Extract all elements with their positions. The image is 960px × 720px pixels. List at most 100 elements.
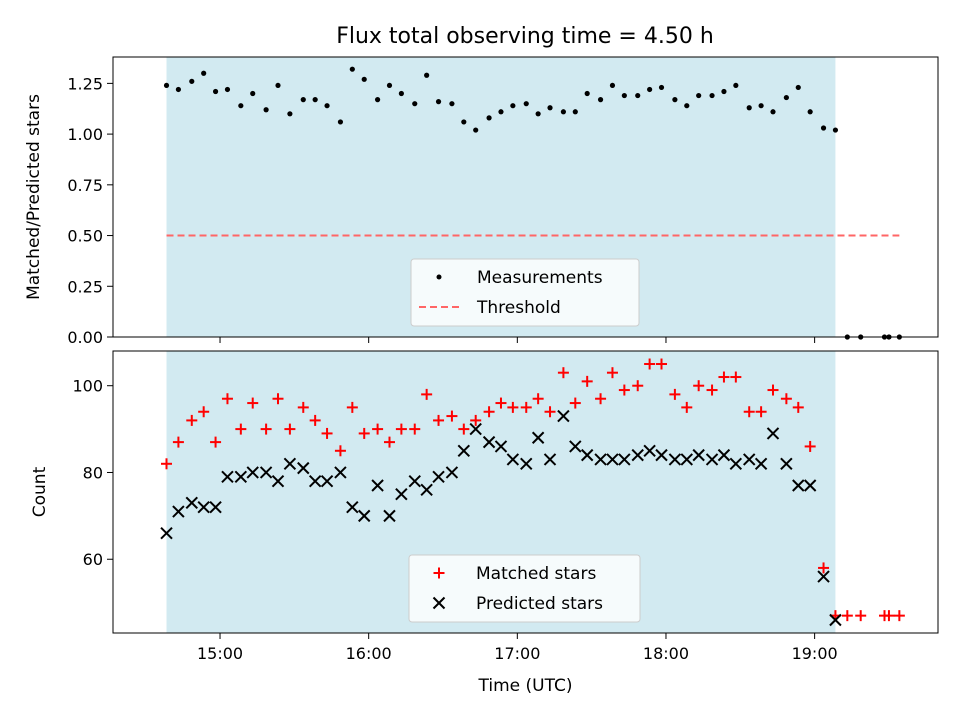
matched-point xyxy=(186,414,198,426)
predicted-point xyxy=(482,435,496,449)
matched-point xyxy=(544,406,556,418)
measurement-point xyxy=(398,90,404,97)
count-axes-frame xyxy=(112,350,939,634)
matched-point xyxy=(730,371,742,383)
predicted-point xyxy=(743,453,756,466)
cross-b xyxy=(271,474,285,488)
y-tick-label: 80 xyxy=(83,463,103,482)
predicted-point xyxy=(680,453,693,466)
predicted-point xyxy=(606,453,619,466)
cross-b xyxy=(395,487,408,501)
measurement-point xyxy=(263,107,269,113)
predicted-point xyxy=(259,466,273,479)
x-tick-label: 15:00 xyxy=(197,644,243,663)
predicted-point xyxy=(717,448,731,462)
predicted-point xyxy=(457,444,471,457)
predicted-point xyxy=(618,453,631,466)
cross-b xyxy=(717,448,731,462)
matched-point xyxy=(632,380,644,392)
measurement-point xyxy=(807,109,813,115)
measurement-point xyxy=(238,103,244,109)
measurement-point xyxy=(510,103,516,109)
predicted-point xyxy=(631,448,644,462)
cross-b xyxy=(172,505,185,518)
ratio-legend-box xyxy=(410,258,640,327)
matched-point xyxy=(780,393,792,405)
matched-point xyxy=(272,393,284,405)
cross-b xyxy=(457,444,471,457)
cross-b xyxy=(383,509,396,523)
measurement-point xyxy=(287,111,293,117)
predicted-point xyxy=(445,466,459,479)
matched-point xyxy=(606,367,618,379)
measurement-point xyxy=(832,127,839,133)
measurement-point xyxy=(498,109,504,115)
count-legend: Matched stars Predicted stars xyxy=(408,554,641,623)
matched-point xyxy=(569,397,581,409)
matched-point xyxy=(893,610,905,622)
matched-point xyxy=(198,406,210,418)
measurement-point xyxy=(658,84,665,91)
matched-point xyxy=(297,401,309,413)
y-tick-label: 1.25 xyxy=(67,74,103,93)
matched-point xyxy=(883,610,895,622)
predicted-point xyxy=(271,474,285,488)
cross-b xyxy=(234,470,248,484)
cross-b xyxy=(432,596,446,610)
predicted-point xyxy=(729,457,743,471)
measurement-point xyxy=(597,97,604,103)
matched-point xyxy=(383,436,395,448)
x-tick-label: 16:00 xyxy=(346,644,392,663)
legend-plus xyxy=(433,567,445,579)
cross-b xyxy=(371,479,384,492)
cross-b xyxy=(766,427,780,440)
cross-b xyxy=(643,444,656,457)
cross-b xyxy=(246,466,259,479)
predicted-point xyxy=(432,470,445,484)
matched-point xyxy=(172,436,184,448)
predicted-point xyxy=(594,453,607,466)
measurement-point xyxy=(635,92,641,99)
matched-point xyxy=(644,358,656,370)
matched-point xyxy=(855,610,867,622)
measurement-point xyxy=(201,70,207,76)
matched-point xyxy=(346,401,358,413)
y-tick-label: 0.50 xyxy=(67,227,103,246)
matched-point xyxy=(470,414,482,426)
matched-point xyxy=(618,384,630,396)
matched-point xyxy=(495,397,507,409)
matched-point xyxy=(334,445,346,457)
cross-b xyxy=(283,457,297,471)
measurement-point xyxy=(770,109,776,115)
predicted-point xyxy=(569,440,582,453)
measurement-point xyxy=(684,103,690,109)
matched-point xyxy=(247,397,259,409)
cross-b xyxy=(829,613,842,627)
cross-b xyxy=(531,431,545,444)
matched-point xyxy=(321,427,333,439)
matched-point xyxy=(458,423,470,435)
x-tick-label: 19:00 xyxy=(792,644,838,663)
cross-b xyxy=(618,453,631,466)
measurement-point xyxy=(647,86,653,93)
predicted-point xyxy=(543,453,557,466)
measurement-point xyxy=(733,82,739,89)
cross-b xyxy=(469,422,482,436)
measurement-point xyxy=(584,90,590,97)
chart-title: Flux total observing time = 4.50 h xyxy=(336,24,714,49)
measurement-point xyxy=(535,111,541,117)
measurement-point xyxy=(696,92,702,99)
measurement-point xyxy=(486,115,492,121)
cross-b xyxy=(308,474,322,488)
matched-point xyxy=(532,393,544,405)
matched-point xyxy=(221,393,233,405)
matched-point xyxy=(693,380,705,392)
cross-b xyxy=(780,457,793,471)
measurement-point xyxy=(758,103,764,109)
predicted-point xyxy=(408,474,421,488)
cross-b xyxy=(557,409,570,423)
measurement-point xyxy=(672,97,678,103)
cross-b xyxy=(482,435,496,449)
cross-b xyxy=(432,470,445,484)
